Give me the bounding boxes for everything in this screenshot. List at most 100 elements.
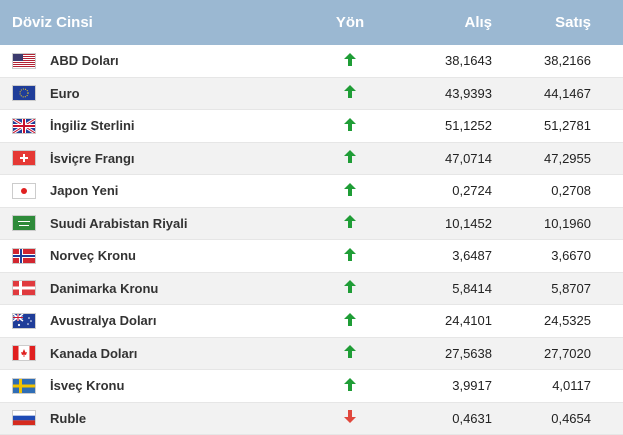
- buy-value: 0,2724: [410, 183, 492, 198]
- direction-cell: [290, 410, 410, 426]
- us-flag-icon: [12, 53, 36, 69]
- table-header: Döviz Cinsi Yön Alış Satış: [0, 0, 623, 45]
- header-buy: Alış: [410, 14, 492, 31]
- direction-cell: [290, 118, 410, 134]
- arrow-up-icon: [344, 118, 356, 133]
- sell-value: 4,0117: [492, 378, 611, 393]
- currency-cell: Danimarka Kronu: [0, 280, 290, 296]
- buy-value: 0,4631: [410, 411, 492, 426]
- currency-cell: Avustralya Doları: [0, 313, 290, 329]
- currency-cell: İsveç Kronu: [0, 378, 290, 394]
- arrow-up-icon: [344, 345, 356, 360]
- sell-value: 44,1467: [492, 86, 611, 101]
- currency-name: ABD Doları: [50, 53, 119, 68]
- arrow-up-icon: [344, 85, 356, 100]
- arrow-up-icon: [344, 183, 356, 198]
- sell-value: 38,2166: [492, 53, 611, 68]
- arrow-up-icon: [344, 150, 356, 165]
- sell-value: 3,6670: [492, 248, 611, 263]
- arrow-up-icon: [344, 248, 356, 263]
- buy-value: 5,8414: [410, 281, 492, 296]
- direction-cell: [290, 345, 410, 361]
- buy-value: 43,9393: [410, 86, 492, 101]
- ca-flag-icon: [12, 345, 36, 361]
- buy-value: 24,4101: [410, 313, 492, 328]
- arrow-up-icon: [344, 215, 356, 230]
- currency-cell: İngiliz Sterlini: [0, 118, 290, 134]
- sell-value: 47,2955: [492, 151, 611, 166]
- currency-name: Norveç Kronu: [50, 248, 136, 263]
- direction-cell: [290, 313, 410, 329]
- buy-value: 10,1452: [410, 216, 492, 231]
- direction-cell: [290, 150, 410, 166]
- currency-name: İngiliz Sterlini: [50, 118, 135, 133]
- currency-cell: Suudi Arabistan Riyali: [0, 215, 290, 231]
- currency-cell: Norveç Kronu: [0, 248, 290, 264]
- direction-cell: [290, 378, 410, 394]
- buy-value: 27,5638: [410, 346, 492, 361]
- buy-value: 38,1643: [410, 53, 492, 68]
- direction-cell: [290, 248, 410, 264]
- arrow-up-icon: [344, 313, 356, 328]
- sa-flag-icon: [12, 215, 36, 231]
- currency-cell: Euro: [0, 85, 290, 101]
- currency-cell: Japon Yeni: [0, 183, 290, 199]
- arrow-up-icon: [344, 378, 356, 393]
- buy-value: 47,0714: [410, 151, 492, 166]
- au-flag-icon: [12, 313, 36, 329]
- sell-value: 27,7020: [492, 346, 611, 361]
- direction-cell: [290, 280, 410, 296]
- uk-flag-icon: [12, 118, 36, 134]
- sell-value: 0,4654: [492, 411, 611, 426]
- currency-cell: ABD Doları: [0, 53, 290, 69]
- currency-name: İsveç Kronu: [50, 378, 124, 393]
- arrow-up-icon: [344, 280, 356, 295]
- jp-flag-icon: [12, 183, 36, 199]
- direction-cell: [290, 183, 410, 199]
- buy-value: 3,9917: [410, 378, 492, 393]
- header-currency: Döviz Cinsi: [0, 14, 290, 31]
- sell-value: 10,1960: [492, 216, 611, 231]
- currency-name: Euro: [50, 86, 80, 101]
- currency-name: Suudi Arabistan Riyali: [50, 216, 188, 231]
- ch-flag-icon: [12, 150, 36, 166]
- currency-name: Ruble: [50, 411, 86, 426]
- direction-cell: [290, 53, 410, 69]
- currency-name: Japon Yeni: [50, 183, 118, 198]
- se-flag-icon: [12, 378, 36, 394]
- sell-value: 5,8707: [492, 281, 611, 296]
- currency-name: İsviçre Frangı: [50, 151, 135, 166]
- buy-value: 3,6487: [410, 248, 492, 263]
- header-direction: Yön: [290, 14, 410, 31]
- ru-flag-icon: [12, 410, 36, 426]
- buy-value: 51,1252: [410, 118, 492, 133]
- arrow-down-icon: [344, 410, 356, 425]
- sell-value: 0,2708: [492, 183, 611, 198]
- currency-name: Kanada Doları: [50, 346, 137, 361]
- currency-cell: Kanada Doları: [0, 345, 290, 361]
- sell-value: 24,5325: [492, 313, 611, 328]
- sell-value: 51,2781: [492, 118, 611, 133]
- dk-flag-icon: [12, 280, 36, 296]
- direction-cell: [290, 85, 410, 101]
- header-sell: Satış: [492, 14, 611, 31]
- eu-flag-icon: [12, 85, 36, 101]
- currency-name: Danimarka Kronu: [50, 281, 158, 296]
- currency-cell: İsviçre Frangı: [0, 150, 290, 166]
- arrow-up-icon: [344, 53, 356, 68]
- direction-cell: [290, 215, 410, 231]
- currency-cell: Ruble: [0, 410, 290, 426]
